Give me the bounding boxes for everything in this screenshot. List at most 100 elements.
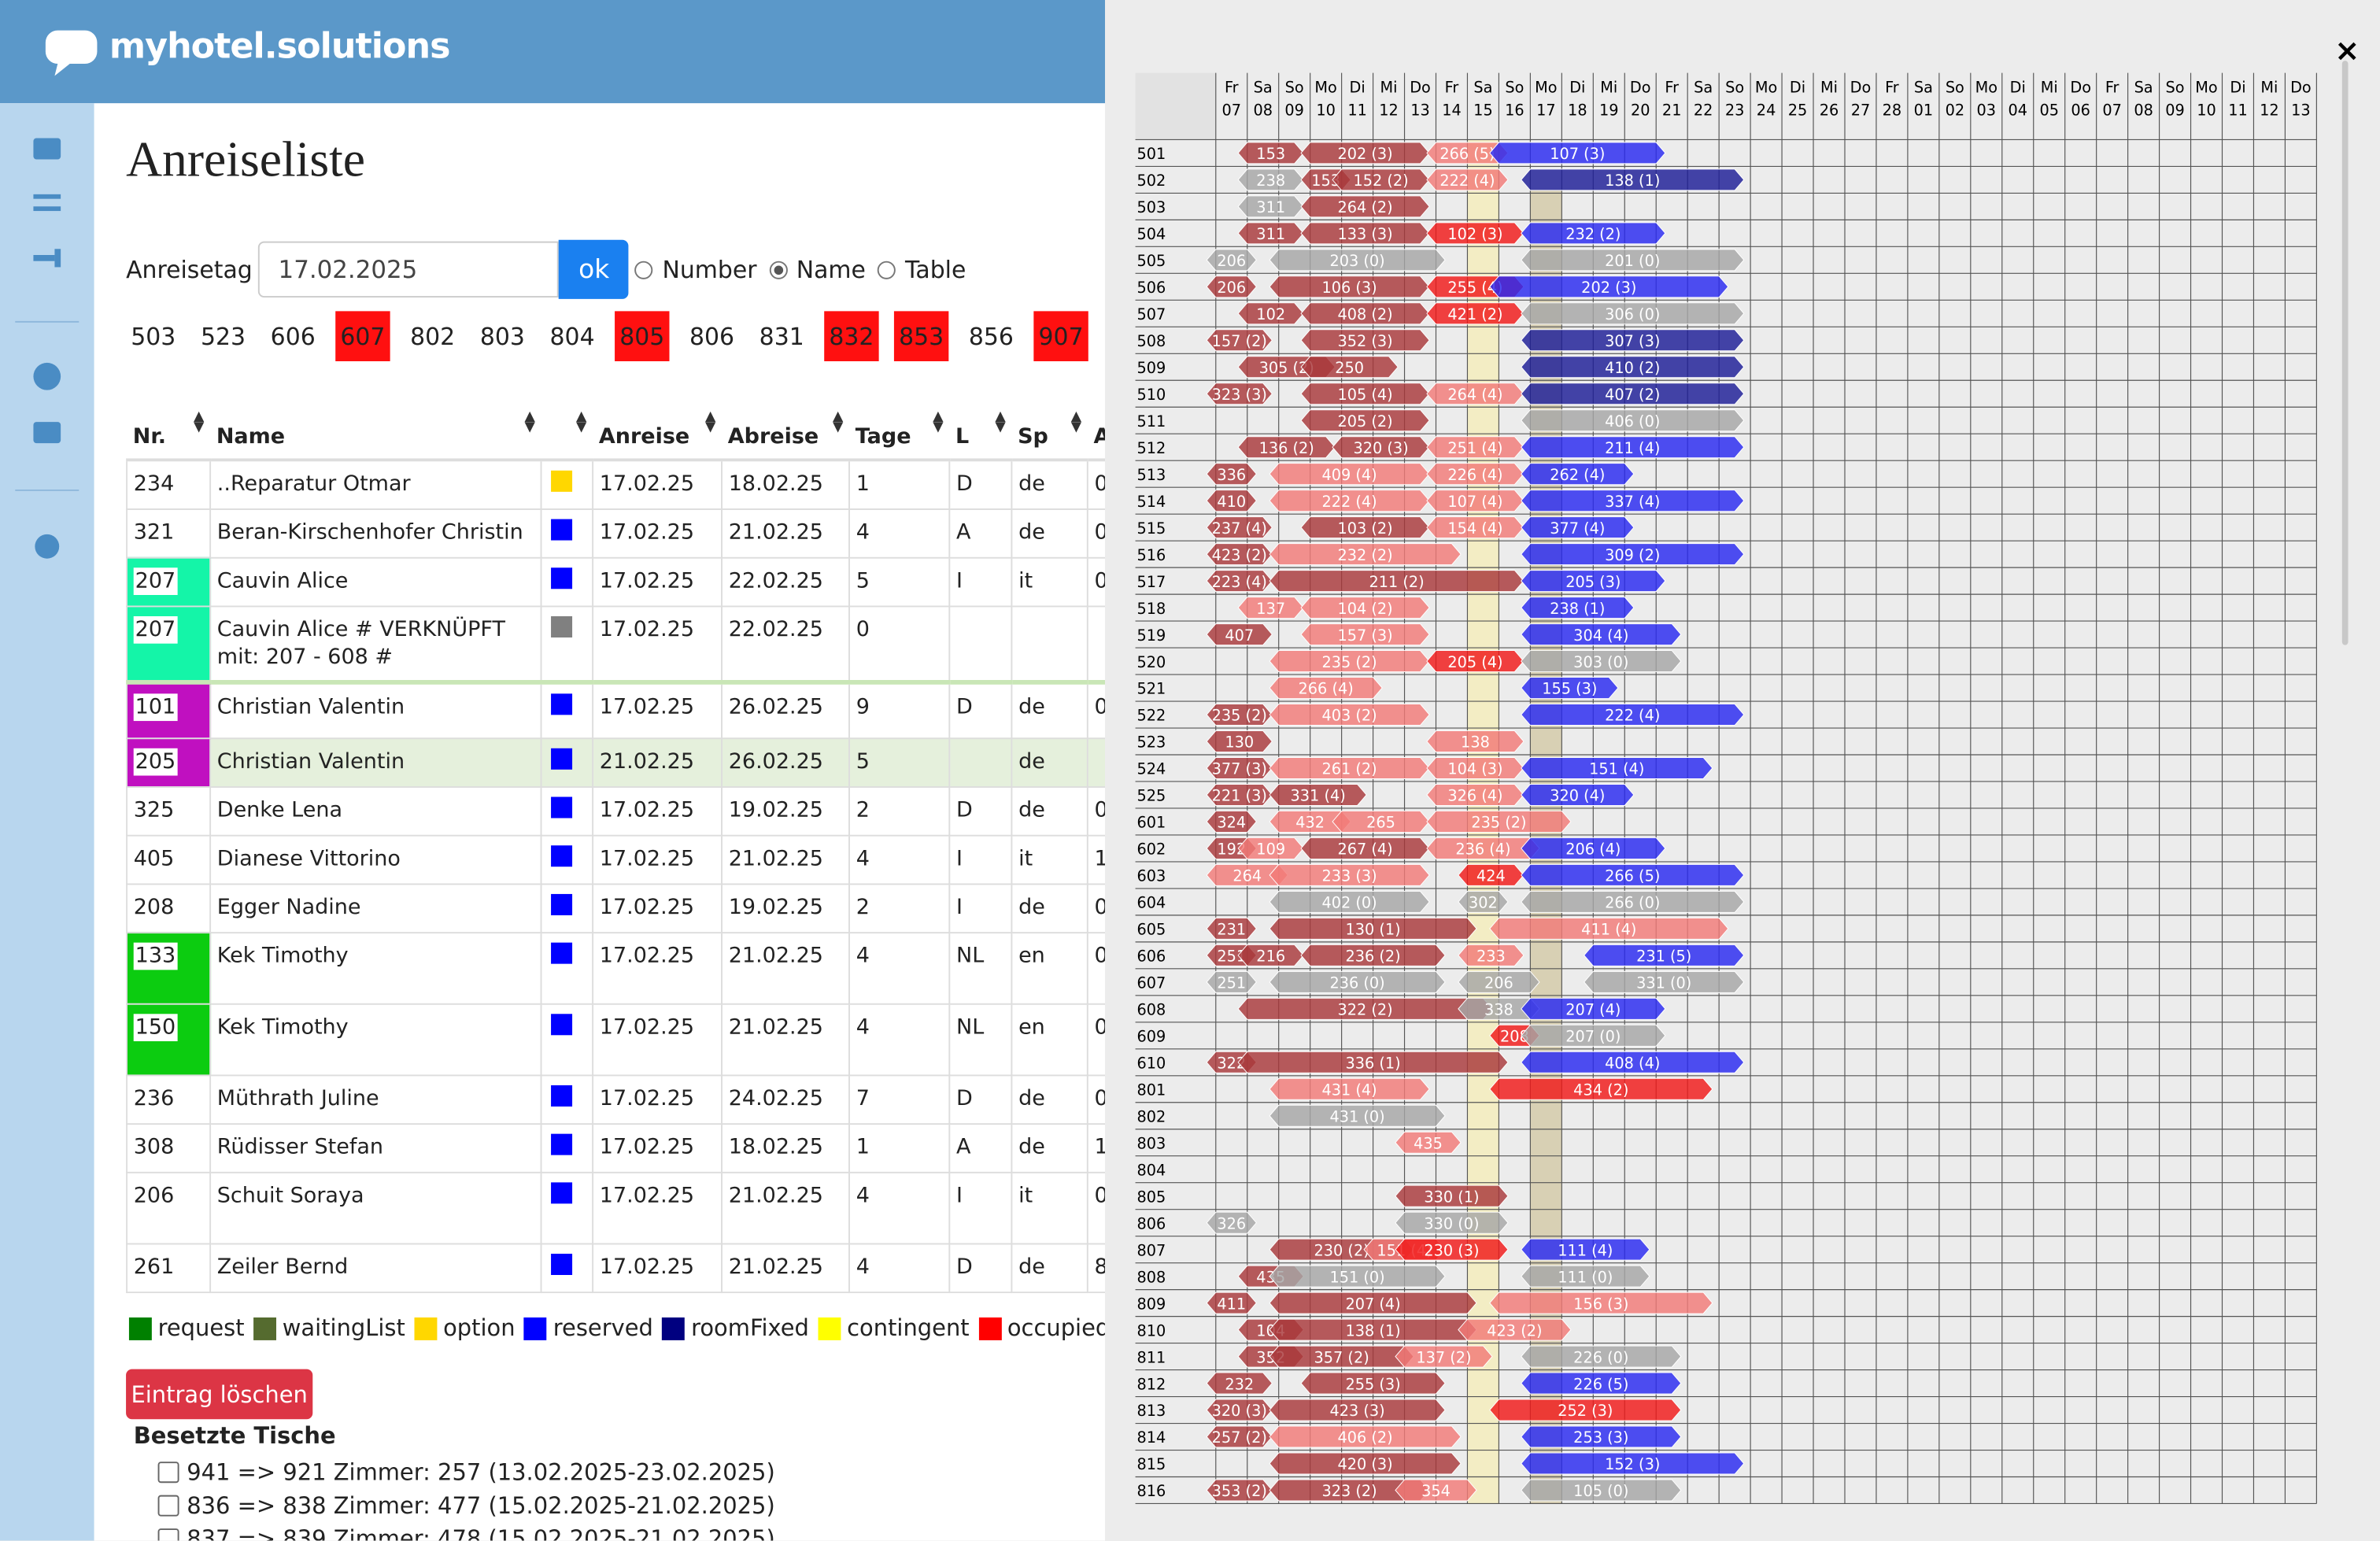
booking-bar[interactable] [1521,382,1745,405]
booking-bar[interactable] [1521,650,1682,673]
booking-bar[interactable] [1521,490,1745,512]
checkbox[interactable] [157,1528,179,1541]
booking-bar[interactable] [1269,1292,1477,1314]
room-chip[interactable]: 803 [479,322,525,350]
booking-bar[interactable] [1269,917,1477,940]
room-chip[interactable]: 607 [335,311,390,361]
booking-bar[interactable] [1521,1345,1682,1368]
radio-option[interactable]: Table [878,256,966,283]
booking-bar[interactable] [1206,810,1257,833]
booking-bar[interactable] [1269,783,1367,806]
booking-bar[interactable] [1395,1345,1493,1368]
booking-bar[interactable] [1489,142,1666,164]
booking-bar[interactable] [1269,890,1430,913]
booking-bar[interactable] [1206,382,1273,405]
booking-bar[interactable] [1489,1077,1713,1100]
booking-bar[interactable] [1395,1211,1509,1234]
booking-bar[interactable] [1300,597,1430,619]
radio-dot[interactable] [769,260,788,279]
booking-bar[interactable] [1521,623,1682,646]
booking-bar[interactable] [1269,970,1446,993]
booking-bar[interactable] [1269,543,1462,566]
booking-bar[interactable] [1521,1024,1666,1047]
booking-bar[interactable] [1206,275,1257,298]
booking-bar[interactable] [1521,863,1745,886]
ok-button[interactable]: ok [559,239,630,299]
booking-bar[interactable] [1521,249,1745,272]
booking-bar[interactable] [1521,1479,1682,1502]
sort-icon[interactable]: ▲ ▼ [933,409,944,436]
icon-table[interactable] [33,138,61,160]
booking-bar[interactable] [1426,730,1524,752]
column-header[interactable]: Nr. ▲ ▼ [127,388,211,462]
booking-bar[interactable] [1269,1265,1446,1288]
booking-bar[interactable] [1521,837,1666,859]
radio-option[interactable]: Number [634,256,757,283]
column-header[interactable]: L ▲ ▼ [949,388,1012,462]
booking-bar[interactable] [1521,329,1745,352]
table-entry[interactable]: 836 => 838 Zimmer: 477 (15.02.2025-21.02… [157,1489,775,1522]
booking-bar[interactable] [1269,1077,1430,1100]
brand[interactable]: myhotel.solutions [109,27,451,67]
column-header[interactable]: Sp ▲ ▼ [1011,388,1088,462]
booking-bar[interactable] [1206,516,1273,539]
room-chip[interactable]: 856 [968,322,1014,350]
booking-bar[interactable] [1584,970,1745,993]
table-row[interactable]: 321 Beran-Kirschenhofer Christin 17.02.25 2… [126,508,1105,558]
column-header[interactable]: Auf▲▼ [1087,388,1105,462]
sort-icon[interactable]: ▲ ▼ [1070,409,1082,436]
booking-bar[interactable] [1521,1265,1650,1288]
booking-bar[interactable] [1206,249,1257,272]
booking-bar[interactable] [1521,783,1635,806]
room-chip[interactable]: 907 [1033,311,1088,361]
booking-bar[interactable] [1426,168,1509,191]
booking-bar[interactable] [1521,302,1745,325]
booking-bar[interactable] [1489,275,1729,298]
booking-bar[interactable] [1521,436,1745,459]
booking-bar[interactable] [1521,463,1635,486]
booking-bar[interactable] [1269,863,1430,886]
booking-bar[interactable] [1269,1452,1462,1475]
booking-bar[interactable] [1206,329,1273,352]
booking-bar[interactable] [1269,677,1383,700]
booking-bar[interactable] [1458,1318,1572,1341]
booking-bar[interactable] [1426,810,1572,833]
booking-bar[interactable] [1206,970,1257,993]
column-header[interactable]: Abreise ▲ ▼ [722,388,850,462]
booking-bar[interactable] [1237,1051,1509,1074]
booking-bar[interactable] [1489,1292,1713,1314]
booking-bar[interactable] [1300,944,1446,966]
booking-bar[interactable] [1206,623,1273,646]
booking-bar[interactable] [1300,356,1399,379]
booking-bar[interactable] [1521,677,1619,700]
booking-bar[interactable] [1489,917,1729,940]
booking-bar[interactable] [1521,356,1745,379]
booking-bar[interactable] [1521,1372,1682,1395]
date-input[interactable]: 17.02.2025 [258,241,560,297]
booking-bar[interactable] [1206,1372,1273,1395]
icon-login[interactable] [33,254,55,261]
booking-bar[interactable] [1458,970,1540,993]
table-row[interactable]: 205 Christian Valentin 21.02.25 26.02.25 5 de… [126,737,1105,787]
booking-bar[interactable] [1521,1425,1682,1448]
booking-bar[interactable] [1206,917,1257,940]
booking-bar[interactable] [1269,249,1446,272]
booking-bar[interactable] [1521,168,1745,191]
booking-bar[interactable] [1521,570,1666,593]
table-entry[interactable]: 837 => 839 Zimmer: 478 (15.02.2025-21.02… [157,1522,775,1541]
booking-bar[interactable] [1269,1425,1462,1448]
room-chip[interactable]: 805 [615,311,670,361]
sort-icon[interactable]: ▲ ▼ [576,409,587,436]
room-chip[interactable]: 606 [270,322,316,350]
checkbox[interactable] [157,1462,179,1484]
booking-bar[interactable] [1269,1104,1446,1127]
booking-bar[interactable] [1521,516,1635,539]
booking-bar[interactable] [1521,222,1666,245]
radio-dot[interactable] [634,260,653,279]
